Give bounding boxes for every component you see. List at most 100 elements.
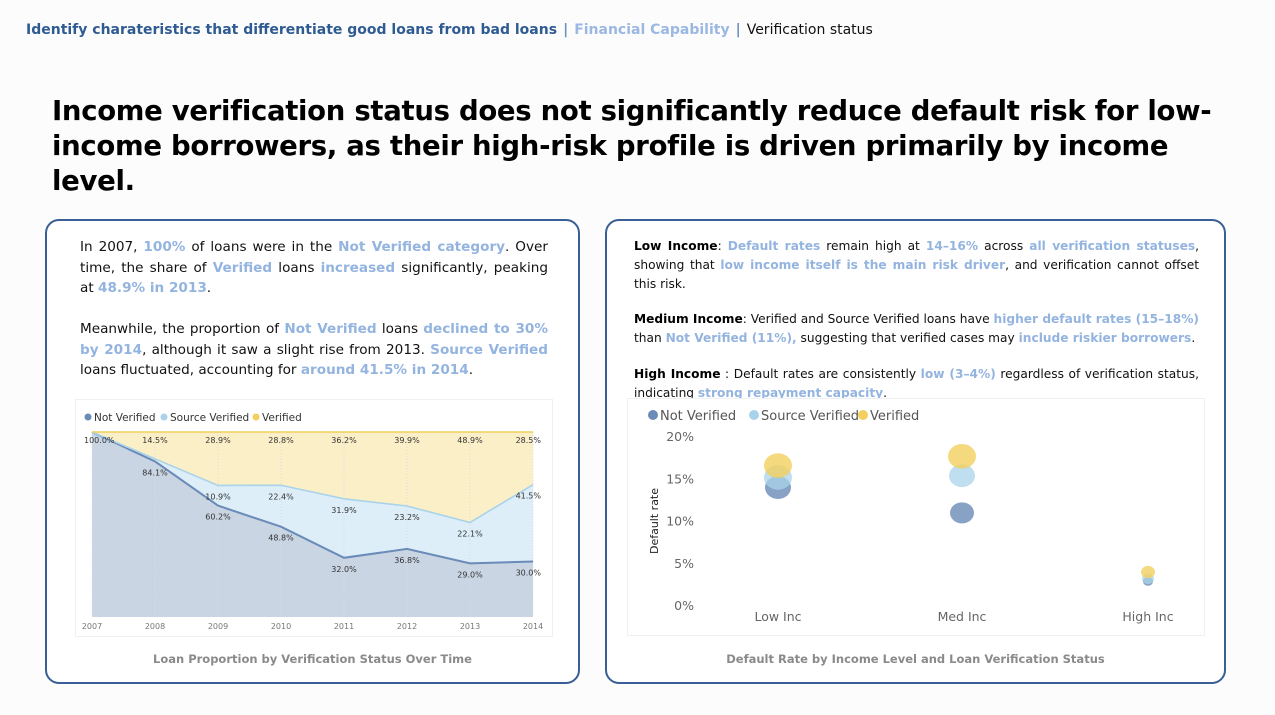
data-label: 84.1%	[142, 468, 168, 477]
legend-marker-0	[84, 413, 92, 421]
data-label: 36.8%	[394, 556, 420, 565]
breadcrumb-section[interactable]: Financial Capability	[574, 22, 730, 38]
income-label: High Income	[634, 366, 721, 381]
body-text: : Default rates are consistently	[720, 366, 921, 381]
data-label: 28.5%	[516, 436, 542, 445]
insight-paragraph: Low Income: Default rates remain high at…	[634, 237, 1199, 293]
body-text: than	[634, 331, 666, 346]
bubble-source-verified	[949, 464, 975, 488]
loan-proportion-caption: Loan Proportion by Verification Status O…	[153, 652, 472, 666]
body-text: :	[717, 239, 728, 253]
body-text: .	[206, 280, 212, 296]
x-tick-label: Low Inc	[754, 609, 801, 624]
data-label: 14.5%	[142, 436, 168, 445]
data-label: 29.0%	[457, 570, 483, 579]
insight-paragraph: Medium Income: Verified and Source Verif…	[634, 310, 1199, 348]
highlight-text: Not Verified (11%),	[665, 331, 797, 346]
body-text: suggesting that verified cases may	[796, 331, 1019, 346]
insight-paragraph: In 2007, 100% of loans were in the Not V…	[80, 237, 548, 299]
x-tick-label: High Inc	[1122, 609, 1173, 624]
body-text: .	[1191, 331, 1196, 346]
area-not-verified	[92, 432, 533, 617]
breadcrumb-separator: |	[563, 22, 569, 38]
loan-proportion-insight-text: In 2007, 100% of loans were in the Not V…	[80, 237, 548, 401]
loan-proportion-area-chart: Not Verified Source Verified Verified 100.0…	[75, 399, 553, 637]
body-text: .	[468, 362, 474, 378]
default-rate-caption: Default Rate by Income Level and Loan Ve…	[726, 652, 1105, 666]
x-tick-label: 2013	[460, 622, 480, 631]
x-tick-label: 2011	[334, 622, 354, 631]
page-headline: Income verification status does not sign…	[52, 95, 1212, 197]
body-text: of loans were in the	[185, 239, 339, 255]
legend-marker-1	[749, 410, 759, 420]
y-axis-label: Default rate	[648, 488, 661, 554]
legend-marker-1	[160, 413, 168, 421]
area-verified	[92, 432, 533, 523]
data-label: 10.9%	[205, 492, 231, 501]
highlight-text: around 41.5% in 2014	[300, 362, 469, 378]
body-text: significantly, peaking at	[80, 259, 548, 297]
body-text: , showing that	[634, 239, 1199, 272]
breadcrumb-separator: |	[735, 22, 741, 38]
legend-marker-0	[648, 410, 658, 420]
breadcrumb-main[interactable]: Identify charateristics that differentia…	[26, 22, 558, 38]
bubble-not-verified	[950, 502, 974, 524]
highlight-text: higher default rates (15–18%)	[993, 312, 1199, 327]
highlight-text: Default rates	[727, 239, 821, 253]
body-text: In 2007,	[80, 239, 144, 255]
highlight-text: low (3–4%)	[920, 366, 996, 381]
data-label: 28.9%	[205, 436, 231, 445]
highlight-text: Not Verified category	[338, 239, 506, 255]
x-tick-label: Med Inc	[938, 609, 987, 624]
series-line-1	[91, 431, 534, 524]
highlight-text: 48.9% in 2013	[97, 280, 207, 296]
data-label: 23.2%	[394, 513, 420, 522]
x-tick-label: 2009	[208, 622, 228, 631]
data-label: 48.8%	[268, 534, 294, 543]
legend-label: Not Verified	[94, 412, 156, 424]
data-label: 28.8%	[268, 436, 294, 445]
data-label: 30.0%	[516, 569, 542, 578]
data-label: 100.0%	[84, 436, 115, 445]
default-rate-insight-text: Low Income: Default rates remain high at…	[634, 237, 1199, 420]
bubble-verified	[948, 443, 976, 469]
data-label: 36.2%	[331, 436, 357, 445]
data-label: 32.0%	[331, 565, 357, 574]
body-text: loans	[272, 259, 321, 276]
y-tick-label: 20%	[666, 429, 694, 444]
bubble-verified	[764, 453, 792, 478]
area-source-verified	[92, 432, 533, 564]
body-text: . Over time, the share of	[80, 239, 548, 276]
body-text: .	[883, 385, 887, 400]
x-tick-label: 2012	[397, 622, 417, 631]
x-tick-label: 2010	[271, 622, 291, 631]
data-label: 39.9%	[394, 436, 420, 445]
x-tick-label: 2008	[145, 622, 165, 631]
highlight-text: increased	[320, 259, 396, 276]
legend-label: Source Verified	[761, 409, 859, 424]
highlight-text: Source Verified	[430, 341, 548, 358]
y-tick-label: 15%	[666, 471, 694, 486]
data-label: 48.9%	[457, 436, 483, 445]
legend-label: Source Verified	[170, 412, 249, 424]
legend-label: Verified	[870, 409, 919, 424]
insight-paragraph: Meanwhile, the proportion of Not Verifie…	[80, 319, 548, 381]
body-text: across	[978, 239, 1030, 253]
body-text: loans fluctuated, accounting for	[80, 362, 301, 378]
x-tick-label: 2014	[523, 622, 543, 631]
income-label: Low Income	[634, 239, 718, 253]
data-label: 22.4%	[268, 492, 294, 501]
legend-label: Verified	[262, 412, 302, 424]
series-line-0	[91, 431, 534, 565]
data-label: 22.1%	[457, 529, 483, 538]
data-label: 60.2%	[205, 513, 231, 522]
legend-label: Not Verified	[660, 409, 736, 424]
legend-marker-2	[252, 413, 260, 421]
loan-proportion-card: In 2007, 100% of loans were in the Not V…	[45, 219, 580, 684]
highlight-text: all verification statuses	[1029, 239, 1196, 253]
body-text: , although it saw a slight rise from 201…	[142, 341, 431, 358]
highlight-text: low income itself is the main risk drive…	[720, 257, 1006, 272]
body-text: , and verification cannot offset this ri…	[634, 257, 1200, 291]
insight-paragraph: High Income : Default rates are consiste…	[634, 365, 1199, 403]
data-label: 31.9%	[331, 506, 357, 515]
